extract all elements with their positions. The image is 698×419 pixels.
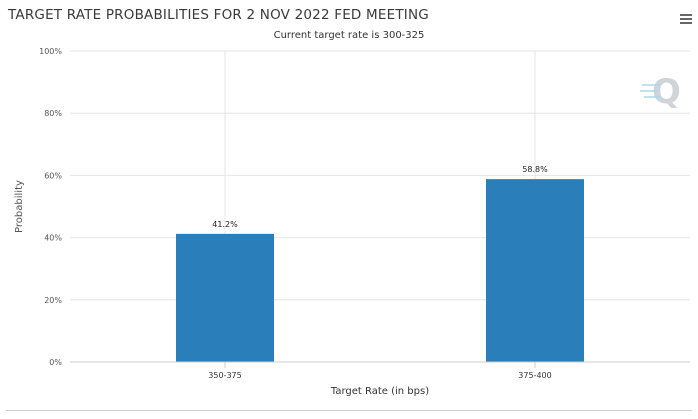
- y-axis: 0% 20% 40% 60% 80% 100%: [39, 47, 62, 367]
- y-tick-label: 0%: [49, 358, 62, 367]
- y-tick-label: 80%: [44, 109, 62, 118]
- data-label: 41.2%: [212, 220, 238, 229]
- data-label: 58.8%: [522, 165, 548, 174]
- grid: [70, 50, 690, 363]
- bars: 41.2% 58.8%: [176, 165, 584, 362]
- bar-375-400: [486, 179, 584, 362]
- bar-350-375: [176, 233, 274, 362]
- hamburger-menu-icon[interactable]: [680, 14, 692, 24]
- y-tick-label: 40%: [44, 234, 62, 243]
- x-tick-label: 350-375: [208, 371, 241, 380]
- bottom-divider: [6, 410, 692, 411]
- svg-text:Q: Q: [652, 72, 681, 112]
- x-tick-label: 375-400: [518, 371, 551, 380]
- y-tick-label: 60%: [44, 171, 62, 180]
- x-axis-label: Target Rate (in bps): [330, 386, 429, 397]
- x-axis: 350-375 375-400: [70, 361, 690, 380]
- y-axis-label: Probability: [14, 180, 25, 233]
- chart-title: TARGET RATE PROBABILITIES FOR 2 NOV 2022…: [8, 7, 429, 23]
- chart-subtitle: Current target rate is 300-325: [273, 30, 425, 41]
- y-tick-label: 20%: [44, 296, 62, 305]
- y-tick-label: 100%: [39, 47, 62, 56]
- watermark-logo: Q: [640, 72, 681, 112]
